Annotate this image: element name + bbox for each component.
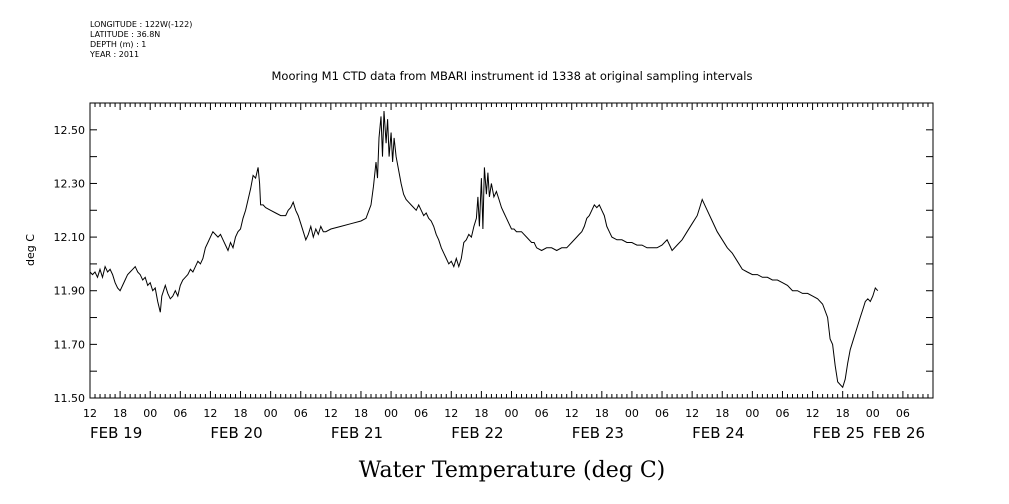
x-axis: 12 18 00 06 12 18 00 06 12 18 00 06 12 18 00 06 12 18 00 06… bbox=[83, 103, 934, 442]
x-day-label: FEB 25 bbox=[813, 424, 865, 442]
x-tick-label: 12 bbox=[685, 407, 699, 420]
x-day-label: FEB 24 bbox=[692, 424, 744, 442]
x-day-label: FEB 22 bbox=[451, 424, 503, 442]
x-tick-label: 06 bbox=[896, 407, 910, 420]
y-tick-label: 12.50 bbox=[54, 124, 86, 137]
x-tick-label: 06 bbox=[294, 407, 308, 420]
x-tick-label: 12 bbox=[806, 407, 820, 420]
x-tick-label: 00 bbox=[745, 407, 759, 420]
chart-title: Mooring M1 CTD data from MBARI instrumen… bbox=[272, 69, 753, 83]
x-tick-label: 18 bbox=[113, 407, 127, 420]
x-tick-label: 18 bbox=[474, 407, 488, 420]
x-tick-label: 12 bbox=[444, 407, 458, 420]
y-axis: 11.50 11.70 11.90 12.10 12.30 12.50 bbox=[54, 102, 933, 405]
y-tick-label: 12.30 bbox=[54, 177, 86, 190]
y-tick-label: 11.50 bbox=[54, 392, 86, 405]
temperature-line bbox=[89, 110, 879, 389]
x-tick-label: 12 bbox=[324, 407, 338, 420]
depth-text: DEPTH (m) : 1 bbox=[90, 40, 147, 49]
x-tick-label: 00 bbox=[384, 407, 398, 420]
x-day-label: FEB 21 bbox=[331, 424, 383, 442]
x-tick-label: 12 bbox=[83, 407, 97, 420]
x-tick-label: 06 bbox=[535, 407, 549, 420]
x-tick-label: 18 bbox=[595, 407, 609, 420]
x-tick-label: 06 bbox=[655, 407, 669, 420]
x-tick-label: 00 bbox=[505, 407, 519, 420]
y-tick-label: 11.90 bbox=[54, 285, 86, 298]
y-axis-label: deg C bbox=[24, 234, 37, 266]
x-day-label: FEB 19 bbox=[90, 424, 142, 442]
x-day-label: FEB 23 bbox=[572, 424, 624, 442]
year-text: YEAR : 2011 bbox=[90, 50, 140, 59]
x-tick-label: 18 bbox=[715, 407, 729, 420]
x-day-label: FEB 20 bbox=[210, 424, 262, 442]
y-tick-label: 12.10 bbox=[54, 231, 86, 244]
x-tick-label: 18 bbox=[836, 407, 850, 420]
x-tick-label: 06 bbox=[173, 407, 187, 420]
x-tick-label: 00 bbox=[143, 407, 157, 420]
x-tick-label: 18 bbox=[234, 407, 248, 420]
plot-frame bbox=[89, 102, 934, 399]
y-tick-label: 11.70 bbox=[54, 338, 86, 351]
x-tick-label: 06 bbox=[775, 407, 789, 420]
x-tick-label: 12 bbox=[203, 407, 217, 420]
x-tick-label: 12 bbox=[565, 407, 579, 420]
x-tick-label: 00 bbox=[625, 407, 639, 420]
x-tick-label: 00 bbox=[866, 407, 880, 420]
x-tick-label: 06 bbox=[414, 407, 428, 420]
x-axis-label: Water Temperature (deg C) bbox=[359, 458, 666, 483]
longitude-text: LONGITUDE : 122W(-122) bbox=[90, 20, 193, 29]
station-metadata: LONGITUDE : 122W(-122) LATITUDE : 36.8N … bbox=[90, 20, 192, 60]
latitude-text: LATITUDE : 36.8N bbox=[90, 30, 161, 39]
x-tick-label: 00 bbox=[264, 407, 278, 420]
x-day-label: FEB 26 bbox=[873, 424, 925, 442]
x-tick-label: 18 bbox=[354, 407, 368, 420]
